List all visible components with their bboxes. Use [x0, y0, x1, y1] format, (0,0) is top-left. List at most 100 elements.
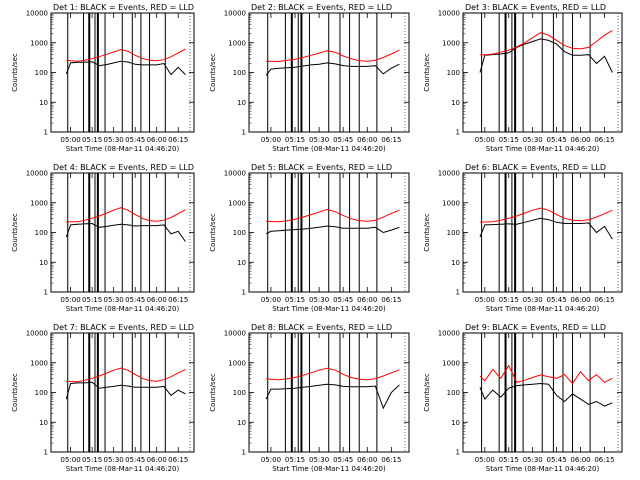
y-tick-label: 1000 — [228, 39, 246, 47]
y-tick-label: 1000 — [30, 359, 48, 367]
x-tick-label: 05:15 — [82, 296, 102, 304]
x-tick-label: 05:00 — [475, 296, 495, 304]
x-tick-label: 06:15 — [594, 136, 614, 144]
series-line-lld — [66, 367, 186, 383]
x-tick-label: 06:15 — [381, 296, 401, 304]
x-axis-label: Start Time (08-Mar-11 04:46:20) — [272, 305, 386, 313]
y-tick-label: 100 — [35, 229, 48, 237]
x-tick-label: 06:15 — [594, 296, 614, 304]
x-tick-label: 05:00 — [61, 136, 81, 144]
y-tick-label: 1000 — [30, 39, 48, 47]
x-tick-label: 05:00 — [261, 456, 281, 464]
y-tick-label: 10 — [237, 99, 246, 107]
x-tick-label: 05:45 — [546, 456, 566, 464]
y-tick-label: 1 — [456, 449, 460, 457]
y-axis-label: Counts/sec — [11, 53, 19, 92]
y-tick-label: 1 — [242, 129, 246, 137]
y-tick-label: 10 — [39, 419, 48, 427]
x-tick-label: 05:00 — [61, 456, 81, 464]
y-axis-label: Counts/sec — [209, 53, 217, 92]
y-axis-label: Counts/sec — [209, 373, 217, 412]
x-axis-label: Start Time (08-Mar-11 04:46:20) — [66, 465, 180, 473]
x-tick-label: 06:15 — [168, 296, 188, 304]
series-line-events — [479, 38, 613, 73]
x-tick-label: 06:15 — [381, 136, 401, 144]
y-tick-label: 100 — [35, 389, 48, 397]
series-line-lld — [266, 367, 400, 381]
x-tick-label: 06:15 — [168, 136, 188, 144]
y-tick-label: 100 — [233, 229, 246, 237]
x-tick-label: 05:45 — [546, 136, 566, 144]
x-tick-label: 05:00 — [61, 296, 81, 304]
y-tick-label: 10 — [451, 99, 460, 107]
y-tick-label: 10000 — [26, 10, 48, 18]
y-axis-label: Counts/sec — [423, 373, 431, 412]
detector-panel-2: Det 2: BLACK = Events, RED = LLD 1 10 100 10… — [209, 3, 410, 153]
x-tick-label: 05:00 — [261, 136, 281, 144]
x-tick-label: 05:15 — [285, 296, 305, 304]
x-tick-label: 06:00 — [147, 456, 167, 464]
detector-panel-9: Det 9: BLACK = Events, RED = LLD 1 10 100 10… — [423, 323, 623, 473]
series-line-lld — [479, 364, 613, 385]
y-tick-label: 10000 — [26, 330, 48, 338]
x-tick-label: 05:45 — [125, 136, 145, 144]
panel-title: Det 4: BLACK = Events, RED = LLD — [53, 163, 194, 172]
y-tick-label: 10000 — [438, 170, 460, 178]
detector-panel-1: Det 1: BLACK = Events, RED = LLD 1 10 100 10… — [11, 3, 195, 153]
panel-title: Det 3: BLACK = Events, RED = LLD — [465, 3, 606, 12]
panel-title: Det 7: BLACK = Events, RED = LLD — [53, 323, 194, 332]
y-tick-label: 1 — [44, 289, 48, 297]
y-tick-label: 10 — [451, 259, 460, 267]
panel-title: Det 6: BLACK = Events, RED = LLD — [465, 163, 606, 172]
x-tick-label: 05:00 — [475, 456, 495, 464]
detector-panel-4: Det 4: BLACK = Events, RED = LLD 1 10 100 10… — [11, 163, 195, 313]
panel-title: Det 9: BLACK = Events, RED = LLD — [465, 323, 606, 332]
x-tick-label: 06:00 — [357, 296, 377, 304]
x-axis-label: Start Time (08-Mar-11 04:46:20) — [272, 145, 386, 153]
series-line-events — [65, 60, 186, 76]
y-tick-label: 1 — [456, 289, 460, 297]
y-tick-label: 10000 — [438, 10, 460, 18]
detector-panel-6: Det 6: BLACK = Events, RED = LLD 1 10 100 10… — [423, 163, 623, 313]
y-axis-label: Counts/sec — [11, 213, 19, 252]
x-tick-label: 05:15 — [82, 136, 102, 144]
x-tick-label: 06:00 — [357, 456, 377, 464]
series-line-events — [65, 222, 186, 242]
x-tick-label: 05:30 — [523, 456, 543, 464]
y-tick-label: 10000 — [224, 330, 246, 338]
y-tick-label: 1 — [44, 129, 48, 137]
x-axis-label: Start Time (08-Mar-11 04:46:20) — [486, 145, 600, 153]
x-tick-label: 05:30 — [309, 456, 329, 464]
series-line-lld — [479, 29, 613, 56]
y-tick-label: 1000 — [442, 359, 460, 367]
x-tick-label: 06:15 — [594, 456, 614, 464]
series-line-events — [479, 382, 613, 407]
y-tick-label: 10000 — [26, 170, 48, 178]
x-axis-label: Start Time (08-Mar-11 04:46:20) — [486, 465, 600, 473]
x-tick-label: 05:15 — [499, 456, 519, 464]
x-tick-label: 05:30 — [104, 456, 124, 464]
series-line-events — [65, 381, 186, 400]
x-tick-label: 05:30 — [309, 296, 329, 304]
x-tick-label: 06:00 — [570, 296, 590, 304]
x-axis-label: Start Time (08-Mar-11 04:46:20) — [486, 305, 600, 313]
detector-panel-8: Det 8: BLACK = Events, RED = LLD 1 10 100 10… — [209, 323, 410, 473]
x-tick-label: 05:15 — [499, 136, 519, 144]
x-tick-label: 05:45 — [333, 136, 353, 144]
y-tick-label: 1000 — [442, 199, 460, 207]
x-tick-label: 05:45 — [125, 296, 145, 304]
x-tick-label: 05:30 — [523, 136, 543, 144]
y-tick-label: 10 — [451, 419, 460, 427]
x-tick-label: 05:30 — [104, 136, 124, 144]
series-line-events — [479, 217, 613, 240]
x-tick-label: 05:45 — [333, 456, 353, 464]
x-axis-label: Start Time (08-Mar-11 04:46:20) — [66, 305, 180, 313]
y-tick-label: 100 — [447, 389, 460, 397]
y-tick-label: 1 — [44, 449, 48, 457]
x-tick-label: 06:15 — [168, 456, 188, 464]
panel-title: Det 8: BLACK = Events, RED = LLD — [251, 323, 392, 332]
y-tick-label: 1000 — [228, 359, 246, 367]
y-tick-label: 10 — [39, 99, 48, 107]
x-axis-label: Start Time (08-Mar-11 04:46:20) — [66, 145, 180, 153]
